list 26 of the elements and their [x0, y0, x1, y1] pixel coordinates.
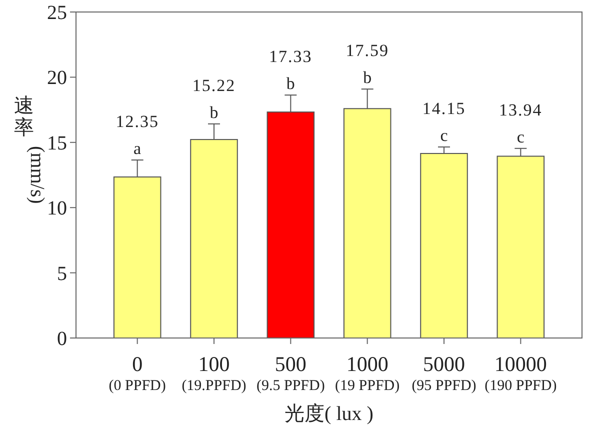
x-tick-label: 500 (9.5 PPFD) [256, 352, 325, 394]
y-axis-title: 速率 (mm/s) [14, 95, 48, 204]
x-tick-label: 0 (0 PPFD) [108, 352, 166, 394]
y-tick-label: 10 [47, 198, 67, 220]
y-tick-label: 25 [47, 2, 67, 24]
data-label: 14.15 [422, 98, 466, 118]
y-tick-label: 15 [47, 132, 67, 154]
data-label: 13.94 [499, 100, 542, 120]
y-tick-label: 5 [57, 262, 67, 285]
x-tick-label: 1000 (19 PPFD) [335, 352, 400, 394]
data-label: 17.33 [269, 47, 312, 66]
annotation: c [440, 126, 448, 145]
annotation: b [210, 102, 218, 122]
x-tick-label: 100 (19.PPFD) [182, 352, 246, 394]
annotation: b [363, 68, 372, 88]
data-label: 15.22 [192, 76, 236, 95]
annotation: b [286, 74, 295, 94]
annotation: c [516, 127, 525, 146]
x-tick-label: 5000 (95 PPFD) [412, 352, 476, 394]
annotation: a [134, 139, 142, 158]
x-tick-label: 10000 (190 PPFD) [484, 352, 557, 394]
x-axis-title: 光度( lux ) [284, 403, 374, 425]
data-label: 17.59 [346, 41, 389, 60]
y-tick-label: 20 [47, 67, 67, 90]
data-label: 12.35 [116, 112, 159, 132]
y-tick-label: 0 [57, 328, 67, 350]
